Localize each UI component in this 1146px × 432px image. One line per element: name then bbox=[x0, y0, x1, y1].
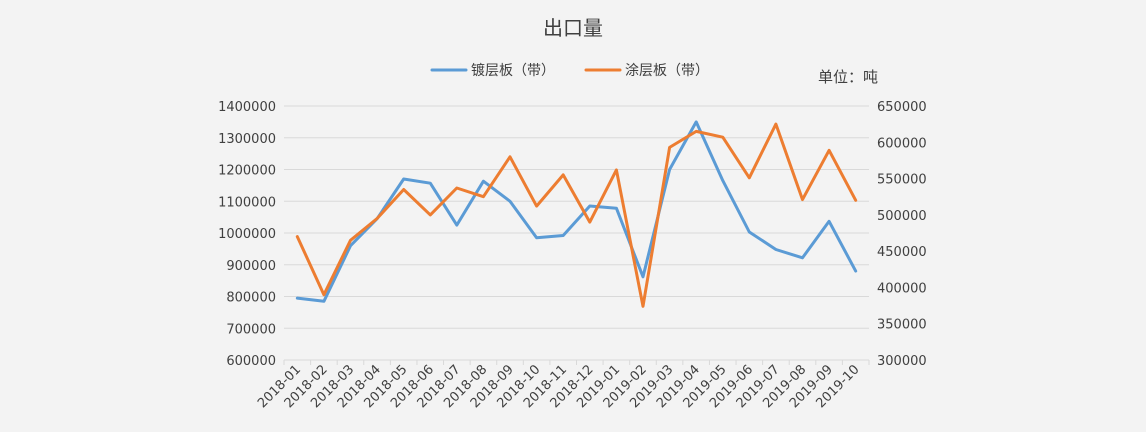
left-tick-label: 1400000 bbox=[218, 100, 276, 115]
right-tick-label: 650000 bbox=[877, 100, 927, 115]
left-tick-label: 900000 bbox=[226, 259, 276, 274]
left-tick-label: 1000000 bbox=[218, 227, 276, 242]
gridlines bbox=[284, 105, 869, 361]
legend-label-coated: 镀层板（带） bbox=[471, 62, 555, 79]
right-tick-label: 350000 bbox=[877, 318, 927, 333]
chart-title: 出口量 bbox=[543, 16, 603, 40]
x-axis: 2018-012018-022018-032018-042018-052018-… bbox=[255, 360, 870, 411]
left-axis: 1400000 1300000 1200000 1100000 1000000 90000… bbox=[218, 100, 276, 369]
series-line-painted bbox=[295, 122, 858, 308]
unit-label: 单位：吨 bbox=[818, 68, 878, 86]
right-tick-label: 300000 bbox=[877, 354, 927, 369]
left-tick-label: 600000 bbox=[226, 354, 276, 369]
right-tick-label: 450000 bbox=[877, 245, 927, 260]
left-tick-label: 700000 bbox=[226, 322, 276, 337]
left-tick-label: 1300000 bbox=[218, 132, 276, 147]
left-tick-label: 1100000 bbox=[218, 195, 276, 210]
legend-label-painted: 涂层板（带） bbox=[625, 63, 709, 79]
right-tick-label: 500000 bbox=[877, 209, 927, 224]
right-tick-label: 400000 bbox=[877, 281, 927, 296]
legend: 镀层板（带） 涂层板（带） bbox=[430, 62, 709, 79]
right-axis: 650000 600000 550000 500000 450000 400000 3500… bbox=[877, 100, 927, 369]
right-tick-label: 550000 bbox=[877, 173, 927, 188]
left-tick-label: 800000 bbox=[226, 291, 276, 306]
left-tick-label: 1200000 bbox=[218, 164, 276, 179]
series-line-coated bbox=[295, 120, 858, 303]
series-lines bbox=[295, 120, 858, 308]
right-tick-label: 600000 bbox=[877, 136, 927, 151]
